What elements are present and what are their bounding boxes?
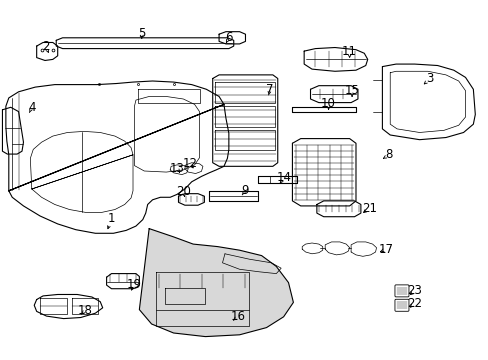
Text: 17: 17 [378, 243, 393, 256]
Text: 21: 21 [361, 202, 376, 215]
Text: 16: 16 [231, 310, 245, 323]
Text: 1: 1 [107, 212, 115, 225]
Text: 7: 7 [265, 83, 273, 96]
Text: 3: 3 [426, 72, 433, 85]
Text: 8: 8 [385, 148, 392, 161]
Text: 6: 6 [224, 31, 232, 44]
Text: 22: 22 [407, 297, 421, 310]
Text: 11: 11 [342, 45, 356, 58]
Text: 2: 2 [41, 40, 49, 53]
Text: 5: 5 [138, 27, 145, 40]
Text: 23: 23 [407, 284, 421, 297]
Text: 13: 13 [169, 162, 184, 175]
Text: 20: 20 [176, 185, 190, 198]
Text: 4: 4 [28, 101, 36, 114]
Text: 15: 15 [344, 84, 359, 97]
Text: 10: 10 [321, 97, 335, 110]
Text: 12: 12 [182, 157, 197, 170]
Polygon shape [139, 229, 293, 337]
Text: 14: 14 [277, 171, 291, 184]
Text: 18: 18 [78, 304, 93, 317]
Text: 9: 9 [241, 184, 249, 197]
Text: 19: 19 [127, 278, 142, 291]
